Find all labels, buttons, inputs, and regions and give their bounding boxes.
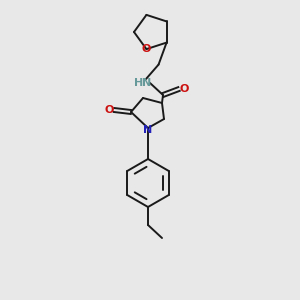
Text: N: N — [143, 125, 153, 135]
Text: O: O — [104, 105, 114, 115]
Text: H: H — [134, 78, 144, 88]
Text: N: N — [142, 78, 152, 88]
Text: O: O — [142, 44, 151, 54]
Text: O: O — [179, 84, 189, 94]
